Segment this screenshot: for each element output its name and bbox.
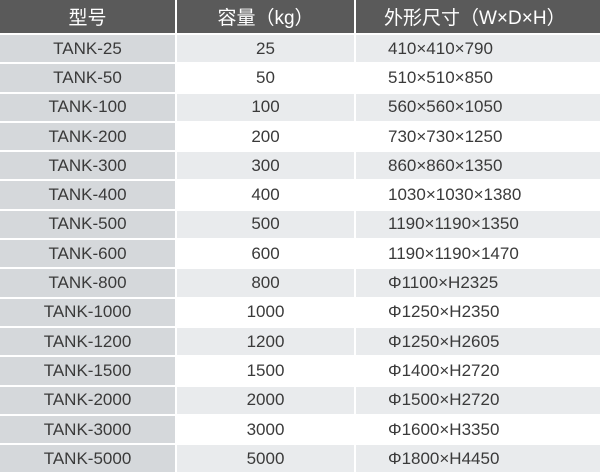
capacity-cell: 5000	[177, 445, 356, 474]
table-row: TANK-5000 5000 Φ1800×H4450	[0, 445, 600, 474]
size-cell: 410×410×790	[356, 35, 600, 65]
model-cell: TANK-1500	[0, 357, 177, 387]
table-row: TANK-1500 1500 Φ1400×H2720	[0, 357, 600, 387]
size-cell: 860×860×1350	[356, 152, 600, 182]
size-cell: 1190×1190×1470	[356, 240, 600, 270]
capacity-cell: 2000	[177, 386, 356, 416]
capacity-cell: 1000	[177, 298, 356, 328]
size-cell: 1030×1030×1380	[356, 181, 600, 211]
capacity-cell: 1500	[177, 357, 356, 387]
table-row: TANK-300 300 860×860×1350	[0, 152, 600, 182]
table-row: TANK-25 25 410×410×790	[0, 35, 600, 65]
model-cell: TANK-100	[0, 93, 177, 123]
size-cell: Φ1500×H2720	[356, 386, 600, 416]
table-row: TANK-500 500 1190×1190×1350	[0, 210, 600, 241]
capacity-cell: 800	[177, 269, 356, 299]
table-row: TANK-400 400 1030×1030×1380	[0, 181, 600, 211]
size-cell: 1190×1190×1350	[356, 210, 600, 241]
capacity-cell: 500	[177, 210, 356, 241]
size-cell: 560×560×1050	[356, 93, 600, 123]
model-cell: TANK-2000	[0, 386, 177, 416]
size-cell: Φ1250×H2350	[356, 298, 600, 328]
model-cell: TANK-400	[0, 181, 177, 211]
model-cell: TANK-600	[0, 240, 177, 270]
header-model: 型号	[0, 0, 177, 35]
size-cell: Φ1400×H2720	[356, 357, 600, 387]
size-cell: Φ1250×H2605	[356, 327, 600, 358]
capacity-cell: 100	[177, 93, 356, 123]
table-row: TANK-3000 3000 Φ1600×H3350	[0, 415, 600, 446]
table-row: TANK-1000 1000 Φ1250×H2350	[0, 298, 600, 328]
table-row: TANK-50 50 510×510×850	[0, 64, 600, 94]
model-cell: TANK-3000	[0, 415, 177, 446]
model-cell: TANK-5000	[0, 445, 177, 474]
capacity-cell: 1200	[177, 327, 356, 358]
model-cell: TANK-800	[0, 269, 177, 299]
capacity-cell: 50	[177, 64, 356, 94]
size-cell: 730×730×1250	[356, 122, 600, 153]
size-cell: Φ1600×H3350	[356, 415, 600, 446]
table-row: TANK-2000 2000 Φ1500×H2720	[0, 386, 600, 416]
size-cell: 510×510×850	[356, 64, 600, 94]
model-cell: TANK-1200	[0, 327, 177, 358]
model-cell: TANK-200	[0, 122, 177, 153]
model-cell: TANK-25	[0, 35, 177, 65]
capacity-cell: 600	[177, 240, 356, 270]
table-row: TANK-800 800 Φ1100×H2325	[0, 269, 600, 299]
table-row: TANK-200 200 730×730×1250	[0, 122, 600, 153]
header-row: 型号 容量（kg） 外形尺寸（W×D×H）	[0, 0, 600, 35]
capacity-cell: 300	[177, 152, 356, 182]
capacity-cell: 3000	[177, 415, 356, 446]
model-cell: TANK-500	[0, 210, 177, 241]
size-cell: Φ1800×H4450	[356, 445, 600, 474]
model-cell: TANK-1000	[0, 298, 177, 328]
header-capacity: 容量（kg）	[177, 0, 356, 35]
model-cell: TANK-50	[0, 64, 177, 94]
table-row: TANK-100 100 560×560×1050	[0, 93, 600, 123]
table-row: TANK-1200 1200 Φ1250×H2605	[0, 327, 600, 358]
capacity-cell: 400	[177, 181, 356, 211]
capacity-cell: 25	[177, 35, 356, 65]
model-cell: TANK-300	[0, 152, 177, 182]
capacity-cell: 200	[177, 122, 356, 153]
header-size: 外形尺寸（W×D×H）	[356, 0, 600, 35]
table-row: TANK-600 600 1190×1190×1470	[0, 240, 600, 270]
size-cell: Φ1100×H2325	[356, 269, 600, 299]
